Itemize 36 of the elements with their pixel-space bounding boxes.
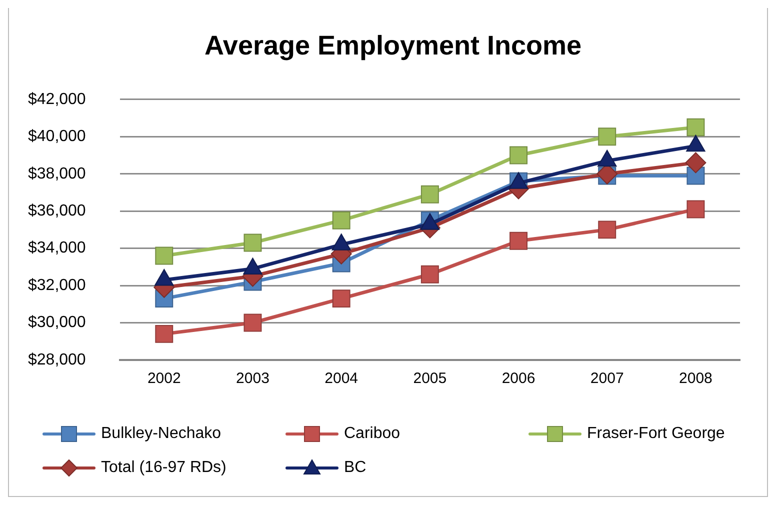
point <box>686 200 705 218</box>
legend-label: Total (16-97 RDs) <box>101 459 226 477</box>
y-tick-label: $30,000 <box>28 314 86 332</box>
legend-label: Bulkley-Nechako <box>101 425 222 443</box>
point <box>244 314 262 332</box>
point <box>598 220 616 239</box>
x-tick-label: 2004 <box>324 370 358 388</box>
y-tick-label: $32,000 <box>28 276 86 294</box>
chart-title: Average Employment Income <box>204 30 582 61</box>
x-tick-label: 2007 <box>590 370 624 388</box>
point <box>598 128 616 146</box>
x-tick-label: 2002 <box>147 370 181 388</box>
legend-label: Cariboo <box>344 425 400 443</box>
y-tick-label: $38,000 <box>28 165 86 182</box>
x-tick-label: 2006 <box>502 370 536 388</box>
point <box>332 290 350 308</box>
point <box>510 146 528 164</box>
legend-label: Fraser-Fort George <box>587 425 725 443</box>
y-tick-label: $40,000 <box>28 128 86 146</box>
x-tick-label: 2003 <box>236 370 270 388</box>
y-tick-label: $42,000 <box>28 90 86 108</box>
point <box>510 232 528 250</box>
y-tick-label: $28,000 <box>28 351 86 368</box>
point <box>332 211 350 230</box>
point <box>685 152 706 174</box>
y-tick-label: $36,000 <box>28 202 86 220</box>
x-tick-label: 2008 <box>679 370 712 388</box>
point <box>155 246 174 265</box>
legend-label: BC <box>344 459 366 477</box>
y-tick-label: $34,000 <box>28 240 86 257</box>
point <box>155 324 174 343</box>
x-tick-label: 2005 <box>413 370 447 388</box>
point <box>420 185 439 204</box>
point <box>420 265 439 284</box>
point <box>686 118 705 136</box>
point <box>244 234 262 252</box>
